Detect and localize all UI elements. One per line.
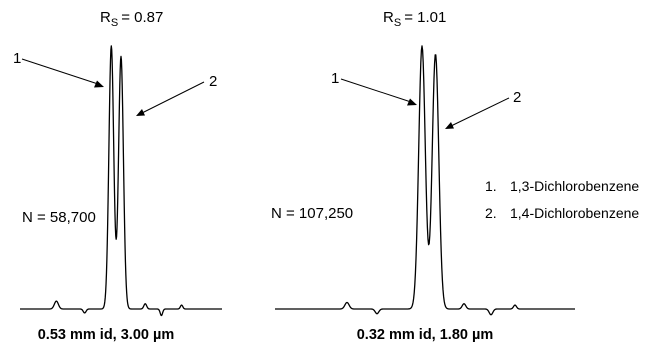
peak-arrow-1-left bbox=[21, 58, 99, 85]
plate-count-left: N = 58,700 bbox=[22, 209, 96, 226]
chromatogram-trace-left bbox=[19, 45, 223, 317]
peak-label-1-left: 1 bbox=[13, 50, 21, 67]
legend-number: 1. bbox=[485, 178, 497, 194]
resolution-label-left: RS = 0.87 bbox=[100, 9, 163, 29]
chromatogram-left: RS = 0.87 1 2 N = 58,700 0.53 mm id, 3.00… bbox=[13, 9, 223, 343]
peak-label-2-right: 2 bbox=[513, 89, 521, 106]
peak-arrowhead-1-left bbox=[94, 80, 104, 88]
peak-arrow-2-right bbox=[450, 97, 510, 127]
column-caption-left: 0.53 mm id, 3.00 µm bbox=[38, 327, 175, 343]
peak-label-2-left: 2 bbox=[209, 73, 217, 90]
legend-name: 1,4-Dichlorobenzene bbox=[510, 205, 639, 221]
plate-count-right: N = 107,250 bbox=[271, 205, 353, 222]
peak-arrowhead-2-left bbox=[136, 109, 145, 116]
compound-legend: 1. 1,3-Dichlorobenzene 2. 1,4-Dichlorobe… bbox=[485, 178, 639, 221]
peak-arrowhead-1-right bbox=[407, 98, 417, 106]
chromatogram-trace-right bbox=[274, 45, 576, 316]
peak-arrowhead-2-right bbox=[445, 122, 454, 129]
peak-arrow-1-right bbox=[340, 78, 412, 103]
legend-number: 2. bbox=[485, 205, 497, 221]
column-caption-right: 0.32 mm id, 1.80 µm bbox=[357, 327, 494, 343]
legend-item: 2. 1,4-Dichlorobenzene bbox=[485, 205, 639, 221]
legend-name: 1,3-Dichlorobenzene bbox=[510, 178, 639, 194]
legend-item: 1. 1,3-Dichlorobenzene bbox=[485, 178, 639, 194]
peak-arrow-2-left bbox=[141, 81, 205, 114]
resolution-label-right: RS = 1.01 bbox=[383, 9, 446, 29]
peak-label-1-right: 1 bbox=[331, 70, 339, 87]
chromatogram-right: RS = 1.01 1 2 N = 107,250 0.32 mm id, 1.8… bbox=[271, 9, 576, 343]
